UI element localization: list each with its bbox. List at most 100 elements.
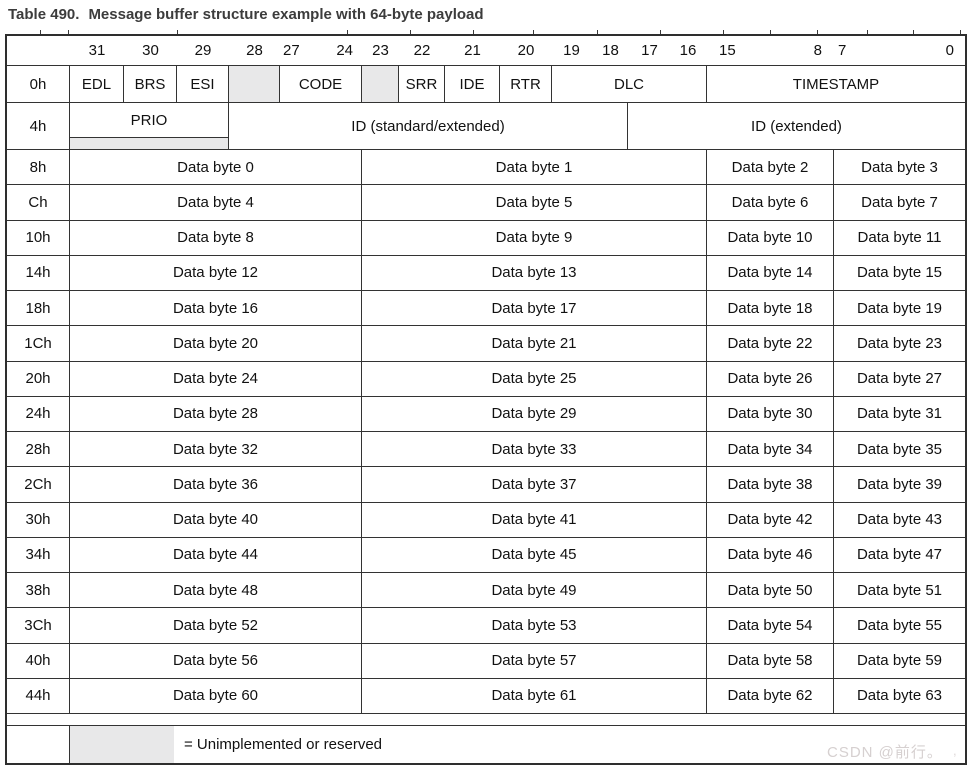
- bit-0: 0: [945, 42, 954, 59]
- bit-30: 30: [142, 42, 159, 59]
- data-byte-cell: Data byte 32: [70, 432, 362, 467]
- row-0h: 0h EDL BRS ESI CODE SRR IDE RTR DLC TIME…: [7, 66, 965, 103]
- legend-reserved-swatch: [70, 726, 174, 763]
- data-byte-cell: Data byte 38: [707, 467, 834, 502]
- address-cell: 24h: [7, 396, 70, 431]
- table-caption-text: Message buffer structure example with 64…: [88, 6, 484, 23]
- field-rtr: RTR: [500, 66, 552, 102]
- bit-23: 23: [372, 42, 389, 59]
- data-byte-cell: Data byte 63: [856, 687, 943, 705]
- table-caption: Table 490. Message buffer structure examp…: [8, 6, 484, 23]
- address-cell: 40h: [7, 643, 70, 678]
- data-byte-cell: Data byte 36: [70, 467, 362, 502]
- address-cell: 4h: [7, 103, 70, 149]
- table-row: 20h Data byte 24 Data byte 25 Data byte …: [7, 361, 965, 397]
- data-byte-cell: Data byte 28: [70, 396, 362, 431]
- bit-7: 7: [838, 42, 847, 59]
- data-byte-cell: Data byte 23: [856, 334, 943, 352]
- legend-address-cell: [7, 726, 70, 763]
- bit-header-row: 31 30 29 28 27 24 23 22 21 20 19 18 17 1…: [7, 36, 965, 66]
- data-byte-cell: Data byte 47: [856, 546, 943, 564]
- table-row: Ch Data byte 4 Data byte 5 Data byte 6 D…: [7, 185, 965, 221]
- bit-18: 18: [602, 42, 619, 59]
- data-byte-cell: Data byte 34: [707, 432, 834, 467]
- grid-tick: [597, 30, 598, 35]
- spacer-cell: [7, 714, 965, 725]
- table-row: 28h Data byte 32 Data byte 33 Data byte …: [7, 432, 965, 468]
- row-4h: 4h PRIO ID (standard/extended) ID (exten…: [7, 103, 965, 150]
- address-cell: 28h: [7, 432, 70, 467]
- field-prio: PRIO: [70, 103, 228, 138]
- data-byte-cell: Data byte 26: [707, 361, 834, 396]
- table-row: 24h Data byte 28 Data byte 29 Data byte …: [7, 396, 965, 432]
- grid-tick: [660, 30, 661, 35]
- address-cell: 44h: [7, 678, 70, 713]
- data-byte-cell: Data byte 1: [362, 150, 707, 185]
- data-byte-cell: Data byte 22: [707, 326, 834, 361]
- data-byte-cell: Data byte 30: [707, 396, 834, 431]
- data-byte-cell: Data byte 46: [707, 537, 834, 572]
- data-byte-cell: Data byte 4: [70, 185, 362, 220]
- grid-tick: [533, 30, 534, 35]
- table-row: 34h Data byte 44 Data byte 45 Data byte …: [7, 537, 965, 573]
- bit-29: 29: [194, 42, 212, 59]
- data-byte-cell: Data byte 50: [707, 573, 834, 608]
- data-byte-cell: Data byte 14: [707, 255, 834, 290]
- data-byte-cell: Data byte 39: [856, 475, 943, 493]
- address-cell: 14h: [7, 255, 70, 290]
- data-byte-cell: Data byte 27: [856, 370, 943, 388]
- bit-27: 27: [283, 42, 300, 59]
- field-dlc: DLC: [552, 66, 707, 102]
- bit-24: 24: [336, 42, 353, 59]
- grid-tick: [913, 30, 914, 35]
- address-cell: 3Ch: [7, 608, 70, 643]
- table-row: 18h Data byte 16 Data byte 17 Data byte …: [7, 291, 965, 327]
- bit-22: 22: [413, 42, 431, 59]
- bit-17: 17: [641, 42, 658, 59]
- field-timestamp: TIMESTAMP: [792, 75, 880, 93]
- grid-tick: [473, 30, 474, 35]
- data-byte-cell: Data byte 58: [707, 643, 834, 678]
- address-cell: 10h: [7, 220, 70, 255]
- data-byte-cell: Data byte 5: [362, 185, 707, 220]
- data-byte-cell: Data byte 35: [856, 440, 943, 458]
- reserved-bit-23: [362, 66, 399, 102]
- data-byte-cell: Data byte 51: [856, 581, 943, 599]
- data-byte-cell: Data byte 9: [362, 220, 707, 255]
- data-byte-cell: Data byte 16: [70, 291, 362, 326]
- address-cell: 2Ch: [7, 467, 70, 502]
- grid-tick: [68, 30, 69, 35]
- data-byte-cell: Data byte 17: [362, 291, 707, 326]
- field-id-extended: ID (extended): [751, 117, 842, 135]
- data-byte-cell: Data byte 52: [70, 608, 362, 643]
- data-byte-cell: Data byte 11: [857, 229, 942, 247]
- data-byte-cell: Data byte 43: [856, 511, 943, 529]
- data-byte-cell: Data byte 21: [362, 326, 707, 361]
- data-byte-cell: Data byte 59: [856, 652, 943, 670]
- grid-tick: [723, 30, 724, 35]
- data-byte-cell: Data byte 24: [70, 361, 362, 396]
- bit-31: 31: [88, 42, 106, 59]
- bit-20: 20: [517, 42, 535, 59]
- address-cell: 38h: [7, 573, 70, 608]
- bit-15: 15: [719, 42, 736, 59]
- field-esi: ESI: [177, 66, 229, 102]
- grid-tick: [817, 30, 818, 35]
- spacer-row: [7, 714, 965, 726]
- table-row: 44h Data byte 60 Data byte 61 Data byte …: [7, 678, 965, 714]
- grid-tick: [347, 30, 348, 35]
- bit-7-0: 7 0: [834, 36, 965, 65]
- data-byte-cell: Data byte 48: [70, 573, 362, 608]
- address-cell: 20h: [7, 361, 70, 396]
- address-cell: 1Ch: [7, 326, 70, 361]
- data-byte-cell: Data byte 0: [70, 150, 362, 185]
- data-byte-cell: Data byte 19: [856, 299, 943, 317]
- csdn-watermark: CSDN @前行。: [827, 744, 943, 761]
- field-srr: SRR: [399, 66, 445, 102]
- grid-tick: [177, 30, 178, 35]
- message-buffer-table: 31 30 29 28 27 24 23 22 21 20 19 18 17 1…: [5, 34, 967, 765]
- address-cell: 30h: [7, 502, 70, 537]
- bit-19: 19: [563, 42, 580, 59]
- table-row: 2Ch Data byte 36 Data byte 37 Data byte …: [7, 467, 965, 503]
